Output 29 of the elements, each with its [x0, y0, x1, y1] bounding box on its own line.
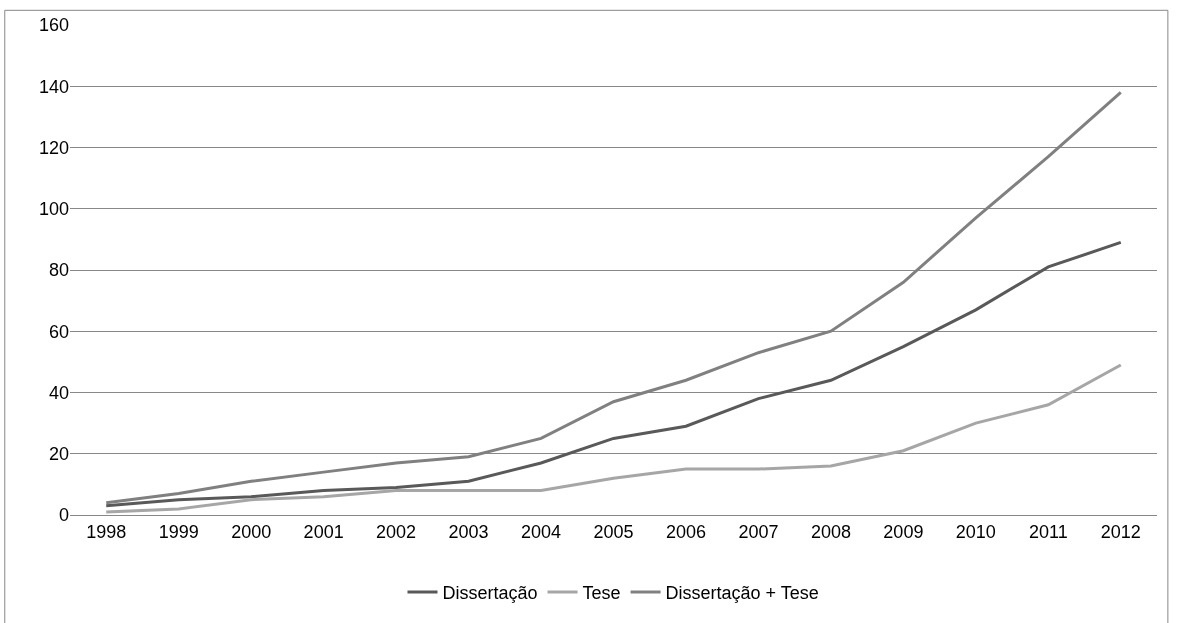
x-tick-label: 2004	[521, 521, 562, 542]
y-tick-label: 0	[58, 505, 69, 526]
y-tick-label: 40	[48, 382, 69, 403]
x-tick-label: 2003	[448, 521, 489, 542]
x-tick-label: 2005	[593, 521, 634, 542]
x-tick-label: 2008	[810, 521, 851, 542]
x-tick-label: 2012	[1100, 521, 1141, 542]
y-tick-label: 20	[48, 444, 69, 465]
line-series	[104, 363, 1123, 514]
x-tick-label: 2010	[955, 521, 996, 542]
x-tick-label: 2011	[1028, 521, 1068, 542]
x-tick-label: 2006	[665, 521, 706, 542]
legend-label: Dissertação + Tese	[665, 583, 819, 604]
legend-label: Dissertação	[442, 583, 538, 604]
line-series	[104, 240, 1123, 508]
y-tick-label: 140	[38, 76, 69, 97]
x-tick-label: 2000	[231, 521, 272, 542]
y-tick-label: 80	[48, 260, 69, 281]
y-tick-label: 60	[48, 321, 69, 342]
y-tick-label: 120	[38, 137, 69, 158]
x-tick-label: 1999	[158, 521, 199, 542]
x-tick-label: 1998	[86, 521, 127, 542]
legend-label: Tese	[582, 583, 621, 604]
x-tick-label: 2002	[376, 521, 417, 542]
x-tick-label: 2009	[883, 521, 924, 542]
y-tick-label: 160	[38, 15, 69, 36]
x-tick-label: 2001	[303, 521, 344, 542]
y-tick-label: 100	[38, 199, 69, 220]
x-tick-label: 2007	[738, 521, 779, 542]
